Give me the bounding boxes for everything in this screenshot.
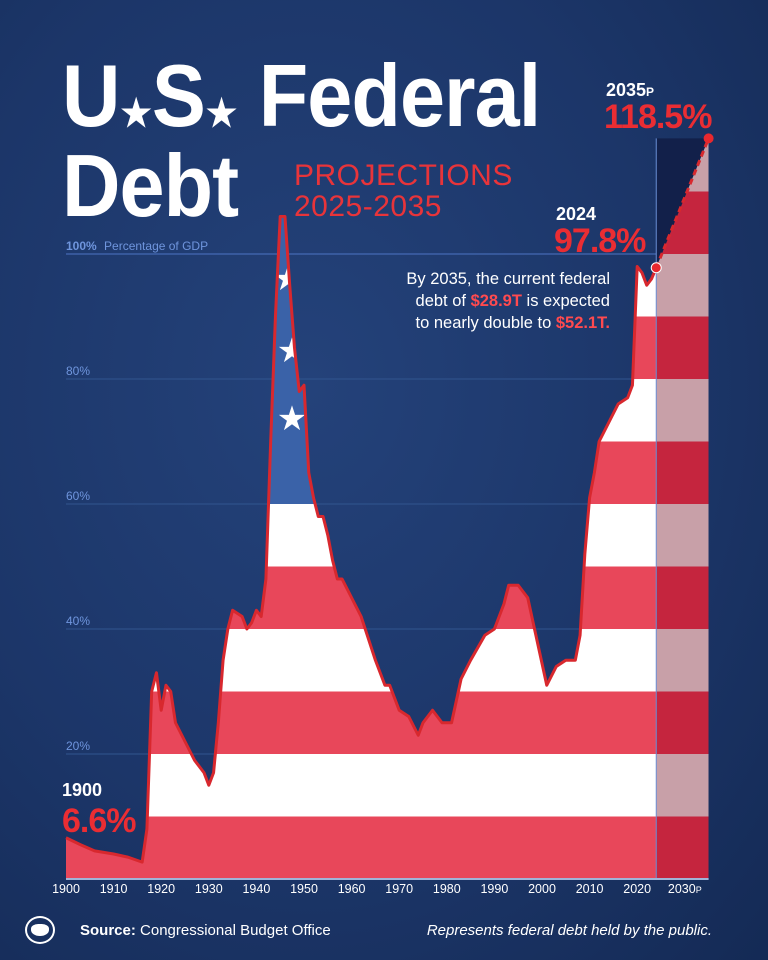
x-tick-label: 2010 [576,882,604,896]
x-tick-label: 1910 [100,882,128,896]
y-tick-label: 100% Percentage of GDP [66,239,208,253]
projection-stripe [656,816,709,879]
note-text: By 2035, the current federal debt of [406,270,610,310]
projection-suffix: P [646,85,655,99]
projection-value: 118.5% [604,98,712,136]
y-tick-label: 20% [66,739,90,753]
title-line-2: Debt [62,136,239,235]
note-current-debt: $28.9T [470,292,522,310]
projection-stripe [656,629,709,692]
subtitle: PROJECTIONS 2025-2035 [294,160,513,222]
start-year: 1900 [62,780,103,800]
flag-stripe [66,691,657,754]
y-tick-label: 80% [66,364,90,378]
current-value: 97.8% [554,222,646,260]
x-tick-label: 1940 [242,882,270,896]
projection-line [654,137,710,269]
x-tick-label: 1920 [147,882,175,896]
star-icon: ★ [120,93,151,135]
flag-stripe [66,441,657,504]
disclaimer: Represents federal debt held by the publ… [426,922,712,939]
projection-stripe [656,691,709,754]
flag-stripe [66,816,657,879]
projection-point [703,133,714,144]
subtitle-line-1: PROJECTIONS [294,159,513,192]
note-projected-debt: $52.1T. [555,314,610,332]
subtitle-line-2: 2025-2035 [294,190,442,223]
x-tick-label: 1950 [290,882,318,896]
source: Source: Congressional Budget Office [80,922,331,939]
y-tick-label: 60% [66,489,90,503]
x-tick-suffix: P [696,885,702,895]
y-tick-label: 40% [66,614,90,628]
flag-stripe [66,379,657,442]
projection-stripe [656,379,709,442]
projection-stripe [656,254,709,317]
title-line-1: U★S★ Federal [62,52,541,140]
source-label: Source: [80,922,136,939]
flag-stripe [66,754,657,817]
x-tick-label: 2000 [528,882,556,896]
start-value: 6.6% [62,802,136,840]
projection-year-text: 2035 [606,80,647,100]
source-text: Congressional Budget Office [140,922,331,939]
projection-stripe [656,566,709,629]
x-tick-label: 1900 [52,882,80,896]
annotation-note: By 2035, the current federal debt of $28… [400,268,610,334]
star-icon: ★ [277,332,307,370]
projection-stripe [656,441,709,504]
projection-stripe [656,316,709,379]
x-tick-label: 1960 [338,882,366,896]
title-u: U [62,46,120,145]
flag-stripe [60,129,660,192]
title-s: S [151,46,206,145]
title-federal: Federal [258,46,541,145]
x-tick-label: 1990 [480,882,508,896]
x-tick-label: 1930 [195,882,223,896]
x-tick-label: 2020 [623,882,651,896]
x-tick-label: 1980 [433,882,461,896]
projection-stripe [656,754,709,817]
x-tick-label: 1970 [385,882,413,896]
current-point [650,262,662,274]
star-icon: ★ [277,400,307,438]
logo-icon [25,916,55,944]
projection-stripe [656,504,709,567]
flag-canton [66,216,325,504]
y-axis-title: Percentage of GDP [101,239,208,253]
debt-line [65,215,658,864]
note-text: is expected to nearly double to [415,292,610,332]
projection-year: 2035P [606,80,654,101]
flag-stripe [66,504,657,567]
x-tick-label: 2030P [668,882,702,896]
star-icon: ★ [205,93,237,135]
current-year: 2024 [556,204,597,224]
flag-stripe [66,566,657,629]
